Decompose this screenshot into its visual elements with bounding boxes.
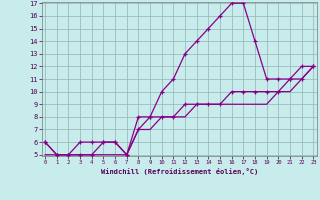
- X-axis label: Windchill (Refroidissement éolien,°C): Windchill (Refroidissement éolien,°C): [100, 168, 258, 175]
